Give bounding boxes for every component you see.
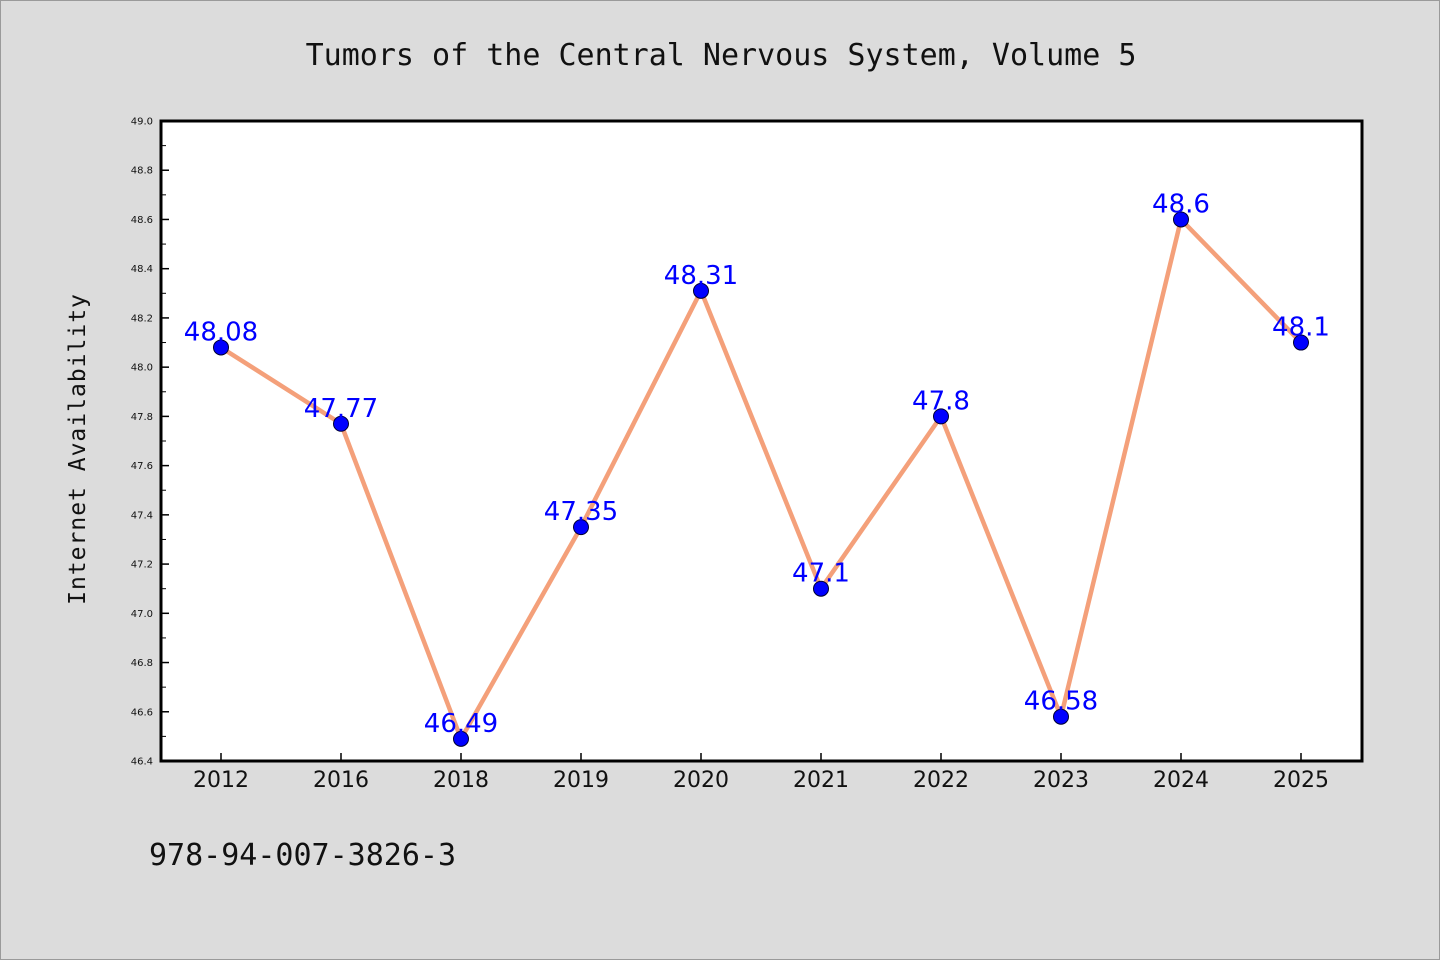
data-label: 48.6 — [1152, 189, 1210, 219]
chart-title: Tumors of the Central Nervous System, Vo… — [306, 38, 1137, 73]
data-label: 46.49 — [424, 709, 498, 739]
y-tick-label: 48.2 — [131, 313, 153, 324]
series-group: 48.08 47.77 46.49 47.35 48.31 47.1 47.8 46.58 48… — [184, 189, 1330, 747]
data-label: 47.1 — [792, 559, 850, 589]
data-point — [693, 282, 709, 299]
footer-code: 978-94-007-3826-3 — [149, 838, 456, 873]
y-tick-label: 46.4 — [131, 757, 153, 768]
y-tick-label: 47.0 — [131, 609, 153, 620]
y-tick-label: 48.6 — [131, 215, 153, 226]
y-axis-label: Internet Availability — [65, 293, 91, 605]
y-tick-label: 48.8 — [131, 166, 153, 177]
y-tick-label: 46.8 — [131, 658, 153, 669]
data-label: 47.8 — [912, 386, 970, 416]
x-tick-label: 2016 — [313, 768, 369, 793]
x-tick-label: 2024 — [1153, 768, 1209, 793]
data-label: 47.35 — [544, 497, 618, 527]
data-label: 47.77 — [304, 394, 378, 424]
x-tick-label: 2020 — [673, 768, 729, 793]
y-axis: 46.4 46.6 46.8 47.0 47.2 47.4 47.6 47.8 48.0 48.2… — [131, 117, 169, 768]
data-label: 48.08 — [184, 317, 258, 347]
x-tick-label: 2023 — [1033, 768, 1089, 793]
y-tick-label: 47.4 — [131, 510, 153, 521]
x-tick-label: 2019 — [553, 768, 609, 793]
x-tick-label: 2012 — [193, 768, 249, 793]
data-point — [813, 580, 829, 597]
data-label: 48.31 — [664, 261, 738, 291]
x-axis: 2012 2016 2018 2019 2020 2021 2022 2023 2024 2025 — [193, 753, 1329, 793]
y-tick-label: 46.6 — [131, 707, 153, 718]
y-tick-label: 47.8 — [131, 412, 153, 423]
y-tick-label: 48.0 — [131, 363, 153, 374]
data-point — [333, 415, 349, 432]
y-tick-label: 49.0 — [131, 117, 153, 128]
data-point — [213, 339, 229, 356]
series-line — [218, 217, 1304, 742]
data-label: 46.58 — [1024, 687, 1098, 717]
data-point — [1053, 708, 1069, 725]
y-tick-label: 47.2 — [131, 560, 153, 571]
x-tick-label: 2025 — [1273, 768, 1329, 793]
data-point — [1293, 334, 1309, 351]
data-point — [573, 519, 589, 536]
x-tick-label: 2021 — [793, 768, 849, 793]
data-point — [1173, 211, 1189, 228]
y-tick-label: 48.4 — [131, 264, 153, 275]
data-label: 48.1 — [1272, 313, 1330, 343]
data-point — [933, 408, 949, 425]
x-tick-label: 2022 — [913, 768, 969, 793]
x-tick-label: 2018 — [433, 768, 489, 793]
data-point — [453, 730, 469, 747]
y-tick-label: 47.6 — [131, 461, 153, 472]
